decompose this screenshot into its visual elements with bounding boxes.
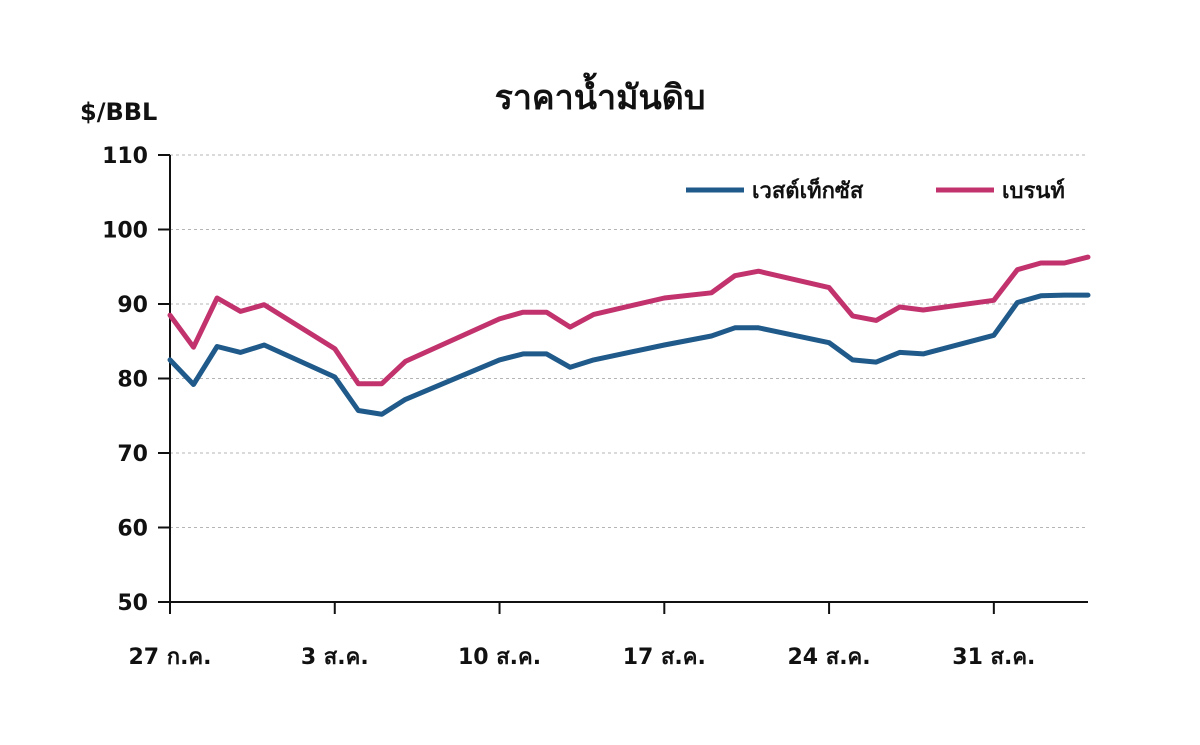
legend: เวสต์เท็กซัส เบรนท์	[686, 176, 1065, 204]
gridlines	[170, 154, 1088, 528]
y-tick-label: 110	[102, 144, 148, 169]
y-tick-label: 100	[102, 219, 148, 244]
y-tick-labels: 50 60 70 80 90 100 110	[102, 144, 148, 616]
legend-label-1: เบรนท์	[1002, 178, 1065, 204]
x-tick-label: 24 ส.ค.	[788, 645, 871, 670]
x-tick-label: 3 ส.ค.	[301, 645, 369, 670]
x-tick-labels: 27 ก.ค. 3 ส.ค. 10 ส.ค. 17 ส.ค. 24 ส.ค. 31 ส.ค…	[128, 645, 1035, 670]
series-line-1	[167, 254, 1091, 387]
chart-title: ราคาน้ำมันดิบ	[494, 78, 706, 118]
y-tick-label: 80	[117, 368, 148, 393]
series-line-0	[167, 292, 1091, 417]
y-tick-label: 70	[117, 442, 148, 467]
series-lines	[167, 254, 1091, 417]
y-tick-label: 90	[117, 293, 148, 318]
legend-label-0: เวสต์เท็กซัส	[752, 176, 864, 204]
y-tick-label: 60	[117, 517, 148, 542]
axes	[158, 154, 1088, 614]
x-tick-label: 10 ส.ค.	[458, 645, 541, 670]
x-tick-label: 17 ส.ค.	[623, 645, 706, 670]
y-tick-label: 50	[117, 591, 148, 616]
x-tick-label: 31 ส.ค.	[952, 645, 1035, 670]
y-axis-unit: $/BBL	[80, 98, 158, 126]
x-tick-label: 27 ก.ค.	[128, 645, 211, 670]
